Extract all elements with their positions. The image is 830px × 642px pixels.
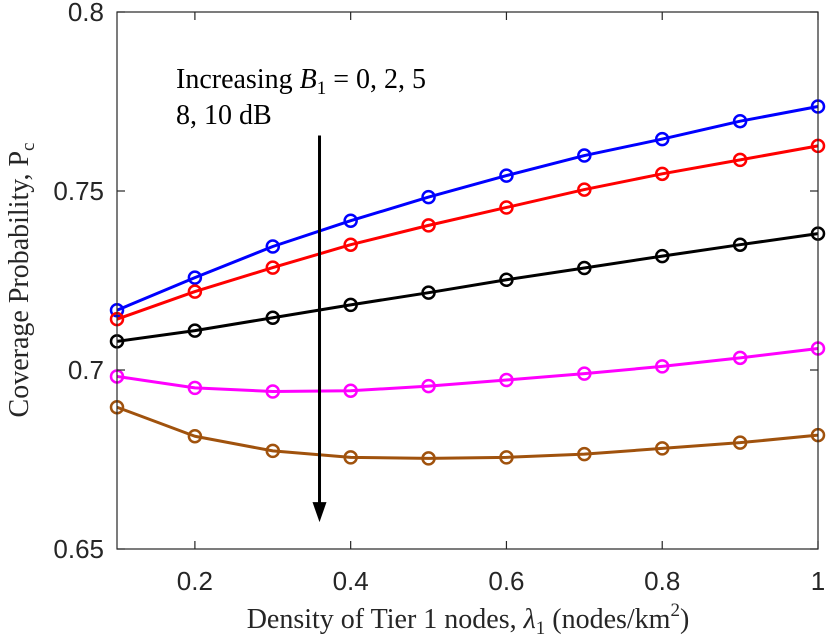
data-point [654, 359, 670, 374]
data-point [421, 378, 436, 394]
series-line [116, 347, 819, 393]
y-tick-label: 0.65 [53, 534, 104, 564]
data-point [343, 237, 358, 252]
data-point [499, 200, 514, 215]
x-axis-label: Density of Tier 1 nodes, λ1 (nodes/km2) [247, 600, 690, 639]
data-point [654, 248, 670, 264]
x-tick-label: 0.2 [177, 566, 213, 596]
data-point [577, 260, 592, 276]
y-tick-label: 0.8 [68, 0, 104, 27]
series-line [116, 405, 819, 460]
data-point [732, 435, 748, 450]
series-4 [109, 341, 826, 399]
data-point [421, 218, 436, 233]
data-point [654, 441, 670, 456]
data-point [343, 297, 358, 313]
data-point [732, 350, 748, 366]
data-point [654, 166, 670, 182]
plot-frame [116, 11, 819, 550]
data-point [265, 310, 281, 325]
data-point [187, 428, 203, 444]
data-point [265, 239, 281, 254]
data-point [421, 451, 436, 466]
data-point [577, 182, 592, 197]
data-point [654, 131, 670, 147]
data-point [265, 443, 281, 459]
data-point [499, 372, 514, 388]
series-line [116, 232, 819, 343]
data-point [187, 284, 203, 299]
x-tick-label: 0.4 [333, 566, 369, 596]
data-point [499, 272, 514, 288]
data-point [577, 366, 592, 381]
data-point [343, 450, 358, 465]
annotation-line-1: Increasing B1 = 0, 2, 5 [176, 64, 426, 99]
data-point [187, 380, 203, 396]
data-point [265, 260, 281, 275]
annotation-arrowhead [312, 502, 327, 523]
series-5 [109, 399, 826, 466]
data-point [187, 270, 203, 285]
series-2 [109, 138, 826, 327]
series-line [116, 105, 819, 312]
data-point [343, 213, 358, 228]
data-point [577, 446, 592, 462]
data-point [499, 450, 514, 465]
x-tick-label: 0.6 [488, 566, 524, 596]
x-tick-label: 1 [811, 566, 825, 596]
data-point [265, 384, 281, 399]
data-point [732, 152, 748, 168]
annotation-line-2: 8, 10 dB [176, 100, 272, 131]
series-layer [109, 99, 826, 466]
data-point [343, 383, 358, 399]
y-axis-label: Coverage Probability, Pc [4, 143, 39, 418]
data-point [577, 148, 592, 163]
data-point [421, 189, 436, 205]
data-point [187, 323, 203, 338]
series-3 [109, 226, 826, 349]
annotation: Increasing B1 = 0, 2, 5 8, 10 dB [176, 64, 426, 523]
y-tick-label: 0.75 [53, 176, 104, 206]
y-tick-label: 0.7 [68, 355, 104, 385]
data-point [732, 237, 748, 252]
data-point [732, 113, 748, 129]
x-tick-label: 0.8 [644, 566, 680, 596]
axis-ticks: 0.2 0.4 0.6 0.8 1 0.65 0.7 0.75 0.8 [53, 0, 825, 596]
data-point [421, 285, 436, 300]
series-line [116, 144, 819, 321]
data-point [499, 168, 514, 183]
